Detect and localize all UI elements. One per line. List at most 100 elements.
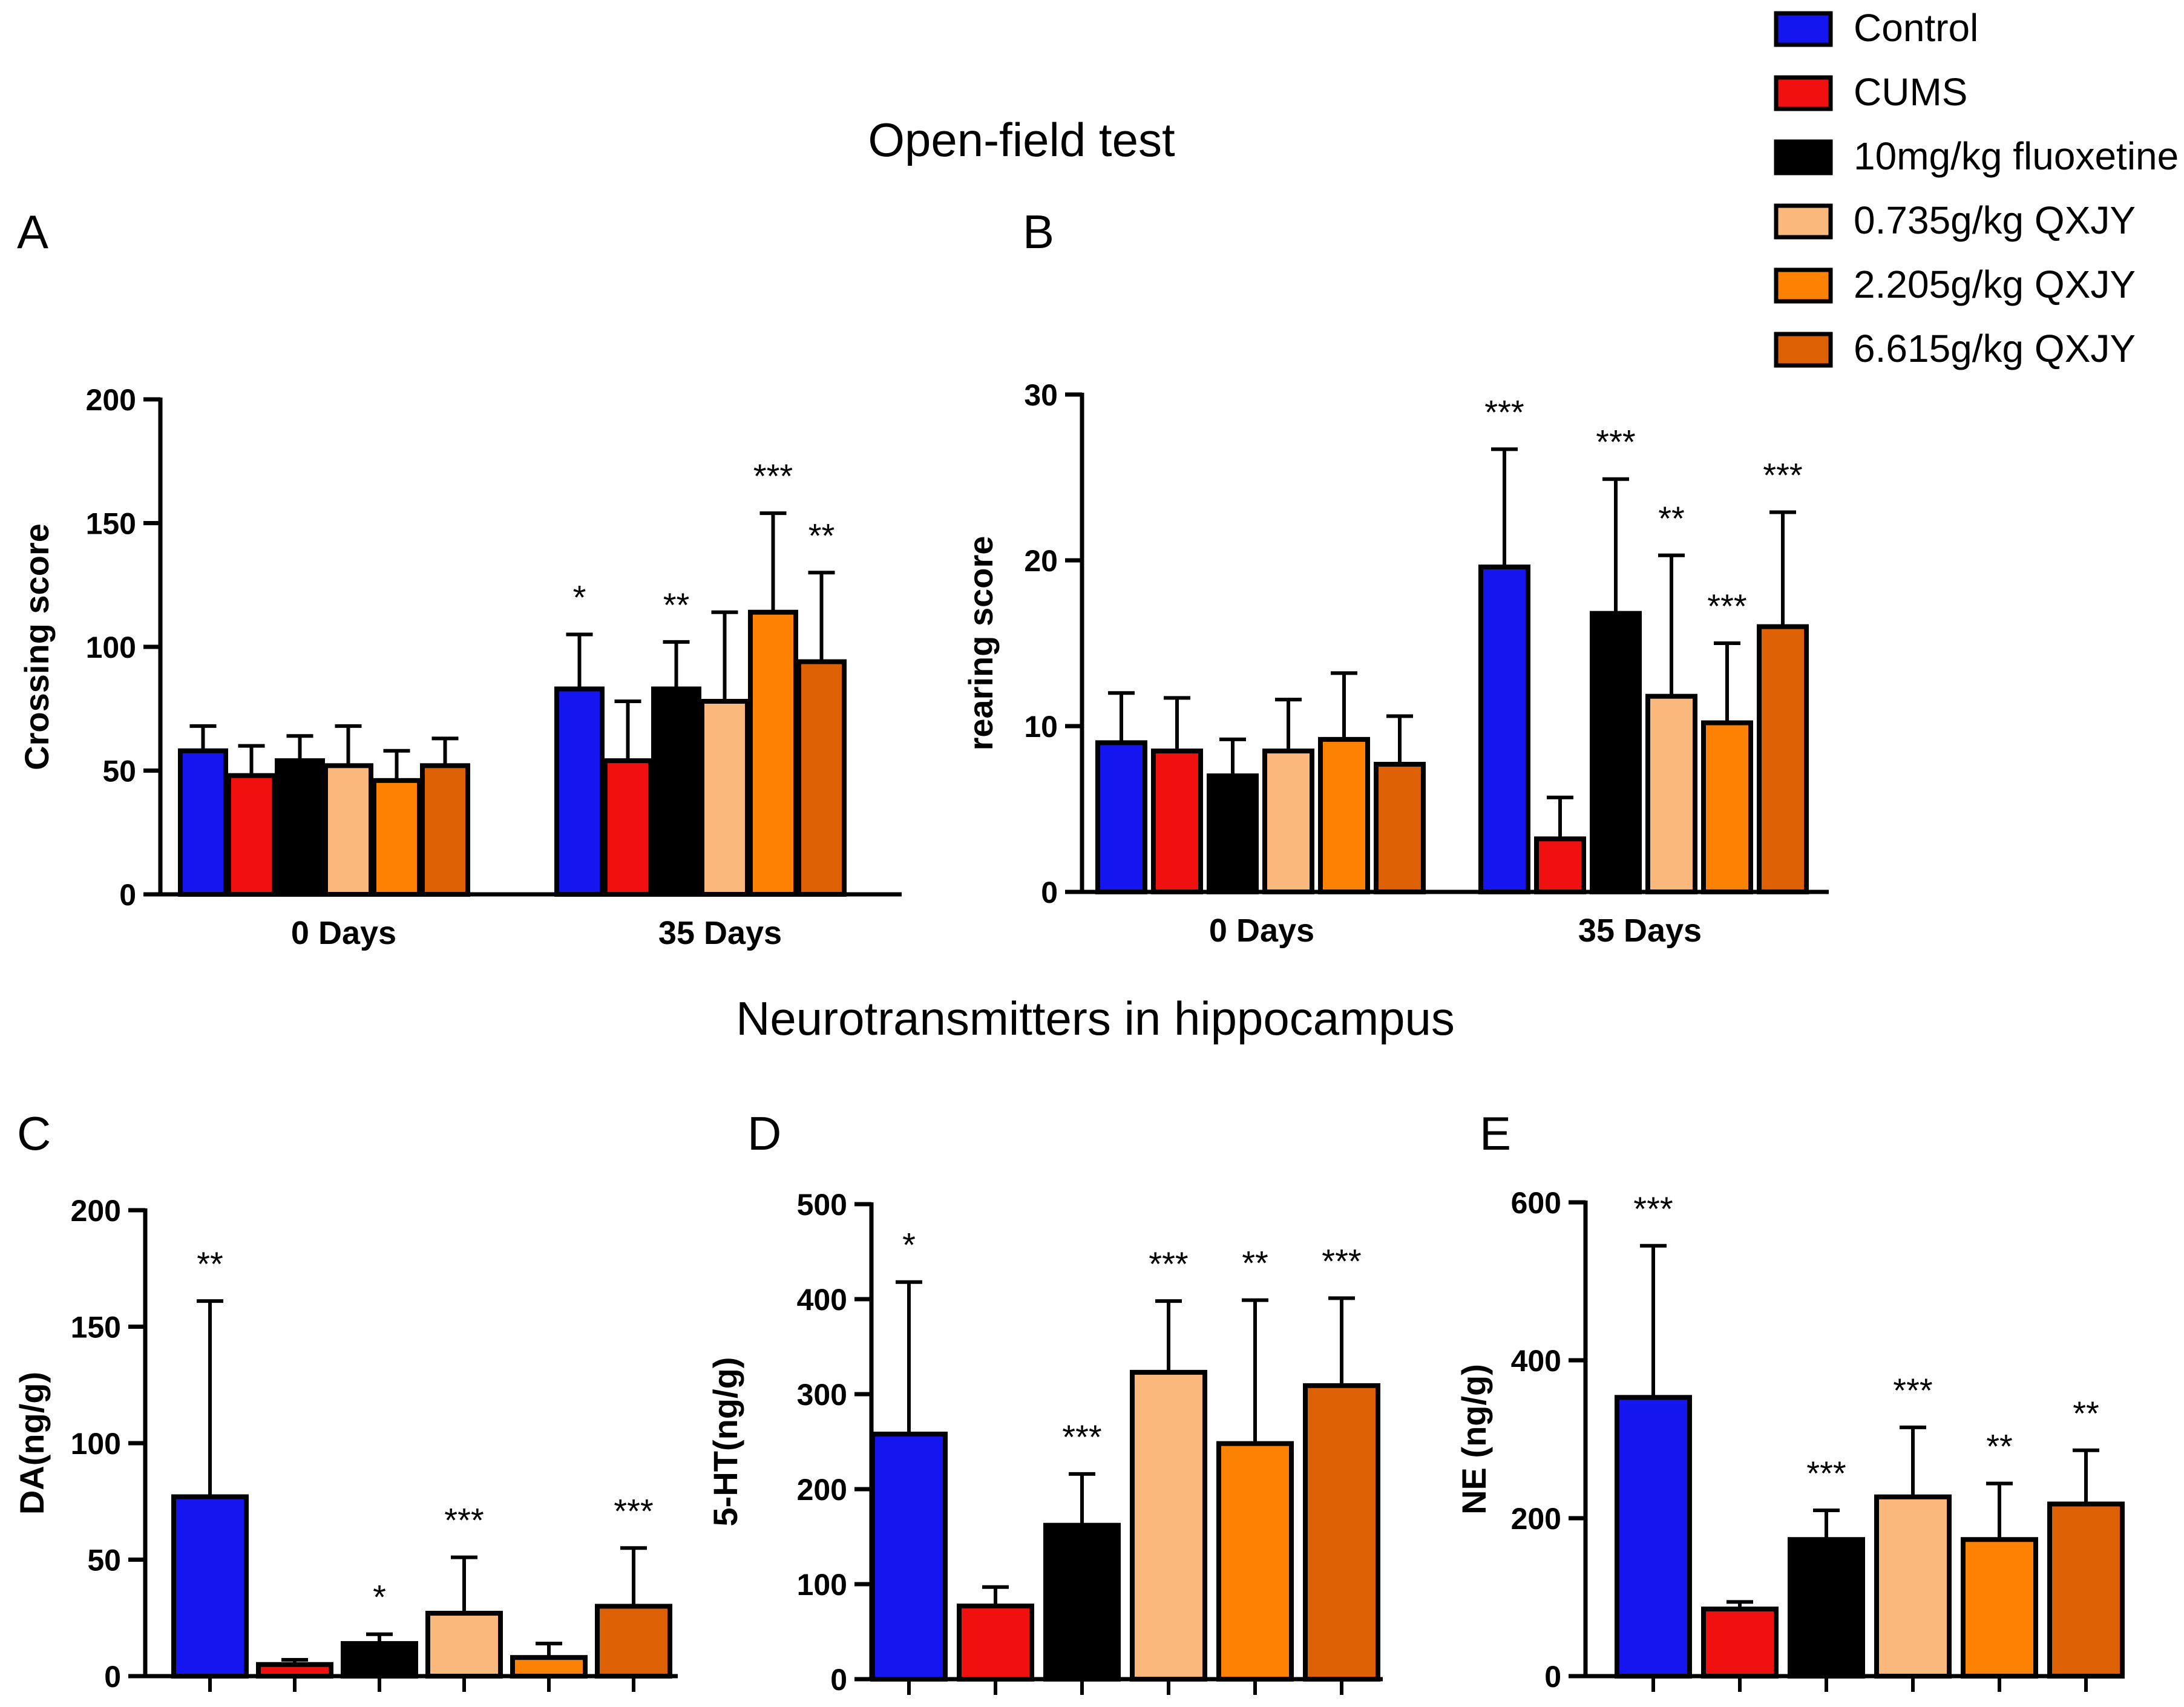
bar-e-cums [1701,1607,1779,1679]
significance-e-0-735g-kg-qxjy: *** [1893,1371,1932,1409]
y-tick-label-c: 200 [71,1194,121,1228]
bar-b-35-days-cums [1534,836,1586,894]
bar-e-6-615g-kg-qxjy [2047,1501,2125,1679]
legend-label-2-205g-kg-qxjy: 2.205g/kg QXJY [1854,263,2136,306]
y-tick-label-e: 400 [1511,1344,1561,1378]
significance-e-control: *** [1633,1190,1673,1228]
bar-a-0-days-2-205g-kg-qxjy [372,778,422,897]
bar-a-0-days-0-735g-kg-qxjy [323,763,373,897]
y-tick-label-c: 0 [104,1660,121,1694]
bar-b-0-days-10mg-kg-fluoxetine [1207,773,1259,894]
legend-swatch-cums [1774,75,1833,111]
y-tick-label-c: 150 [71,1311,121,1345]
legend: Control CUMS 10mg/kg fluoxetine 0.735g/kg Q… [1774,6,2179,370]
bar-e-10mg-kg-fluoxetine [1788,1537,1865,1679]
legend-label-control: Control [1854,6,1978,50]
legend-swatch-10mg-kg-fluoxetine [1774,139,1833,175]
significance-a-35-days-6-615g-kg-qxjy: ** [808,516,835,554]
bar-a-0-days-control [178,748,228,897]
significance-b-35-days-control: *** [1484,393,1524,431]
significance-a-35-days-control: * [573,578,586,617]
bar-e-control [1615,1395,1692,1679]
significance-a-35-days-2-205g-kg-qxjy: *** [753,457,793,495]
bar-d-2-205g-kg-qxjy [1216,1441,1294,1682]
bar-a-35-days-0-735g-kg-qxjy [700,698,750,897]
bar-b-0-days-6-615g-kg-qxjy [1374,762,1426,895]
significance-a-35-days-10mg-kg-fluoxetine: ** [663,586,690,624]
bar-b-35-days-2-205g-kg-qxjy [1701,720,1753,895]
bar-a-0-days-cums [226,773,277,897]
y-tick-label-d: 200 [797,1473,847,1507]
y-tick-label-d: 100 [797,1568,847,1602]
panel-label-b: B [1023,205,1054,258]
y-tick-label-a: 50 [102,755,136,788]
y-axis-label-a: Crossing score [18,523,56,770]
significance-d-6-615g-kg-qxjy: *** [1322,1242,1361,1280]
open-field-title: Open-field test [868,113,1175,166]
bar-a-35-days-2-205g-kg-qxjy [748,609,798,897]
y-tick-label-e: 600 [1511,1186,1561,1220]
y-tick-label-a: 0 [119,878,136,912]
y-tick-label-e: 200 [1511,1502,1561,1536]
bar-d-6-615g-kg-qxjy [1303,1383,1380,1682]
bar-b-35-days-6-615g-kg-qxjy [1757,624,1809,894]
bar-b-35-days-control [1478,564,1530,894]
y-tick-label-b: 30 [1024,378,1058,412]
panel-label-d: D [747,1107,781,1160]
bar-b-35-days-10mg-kg-fluoxetine [1590,611,1642,894]
bar-c-2-205g-kg-qxjy [510,1655,588,1679]
neurotransmitters-title: Neurotransmitters in hippocampus [736,992,1455,1045]
bar-d-cums [957,1604,1034,1682]
panel-label-e: E [1480,1107,1511,1160]
significance-b-35-days-6-615g-kg-qxjy: *** [1763,456,1802,494]
y-tick-label-b: 10 [1024,710,1058,744]
y-tick-label-d: 0 [830,1663,847,1697]
bar-b-35-days-0-735g-kg-qxjy [1645,693,1697,895]
significance-e-2-205g-kg-qxjy: ** [1986,1427,2013,1466]
significance-d-10mg-kg-fluoxetine: *** [1062,1418,1101,1456]
significance-d-control: * [902,1226,916,1264]
significance-e-10mg-kg-fluoxetine: *** [1806,1454,1846,1492]
significance-c-0-735g-kg-qxjy: *** [444,1501,484,1539]
category-label-b-0-days: 0 Days [1209,912,1314,949]
bar-a-35-days-10mg-kg-fluoxetine [651,686,701,897]
legend-swatch-control [1774,11,1833,47]
bar-b-0-days-cums [1151,749,1203,894]
category-label-a-0-days: 0 Days [291,915,396,951]
y-tick-label-b: 0 [1041,876,1058,909]
significance-c-10mg-kg-fluoxetine: * [373,1578,386,1616]
bar-c-6-615g-kg-qxjy [595,1604,672,1679]
y-axis-label-c: DA(ng/g) [13,1372,51,1515]
y-tick-label-a: 150 [86,507,136,541]
bar-b-0-days-0-735g-kg-qxjy [1262,749,1314,894]
legend-swatch-2-205g-kg-qxjy [1774,267,1833,304]
y-axis-label-e: NE (ng/g) [1455,1364,1493,1515]
significance-b-35-days-0-735g-kg-qxjy: ** [1658,499,1685,537]
bar-e-2-205g-kg-qxjy [1961,1537,2038,1679]
y-tick-label-c: 100 [71,1427,121,1461]
bar-a-35-days-control [554,686,605,897]
bar-c-cums [256,1662,333,1679]
y-tick-label-c: 50 [87,1544,121,1578]
significance-d-0-735g-kg-qxjy: *** [1149,1245,1188,1283]
legend-label-0-735g-kg-qxjy: 0.735g/kg QXJY [1854,198,2136,242]
category-label-a-35-days: 35 Days [658,915,782,951]
significance-e-6-615g-kg-qxjy: ** [2073,1394,2099,1432]
significance-c-6-615g-kg-qxjy: *** [614,1492,653,1530]
y-tick-label-b: 20 [1024,544,1058,578]
bar-a-0-days-6-615g-kg-qxjy [420,763,470,897]
significance-b-35-days-10mg-kg-fluoxetine: *** [1596,423,1635,461]
bar-d-control [870,1431,948,1682]
bar-a-35-days-6-615g-kg-qxjy [796,659,847,897]
bar-e-0-735g-kg-qxjy [1874,1494,1952,1679]
category-label-b-35-days: 35 Days [1578,912,1702,949]
bar-d-10mg-kg-fluoxetine [1043,1522,1121,1682]
y-tick-label-e: 0 [1544,1660,1561,1694]
legend-label-6-615g-kg-qxjy: 6.615g/kg QXJY [1854,327,2136,370]
